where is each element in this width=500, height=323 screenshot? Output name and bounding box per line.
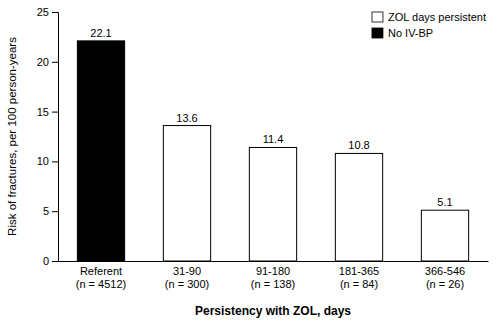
legend-swatch (372, 28, 383, 38)
x-tick: 91-180(n = 138) (251, 265, 295, 290)
legend-item: No IV-BP (372, 27, 433, 39)
x-tick: 181-365(n = 84) (339, 265, 379, 290)
x-tick: 366-546(n = 26) (425, 265, 465, 290)
y-tick: 25 (37, 6, 58, 18)
y-tick-mark (52, 62, 58, 63)
x-tick-label: 31-90(n = 300) (165, 265, 209, 290)
y-tick: 15 (37, 106, 58, 118)
x-tick-label-line: (n = 26) (426, 278, 464, 290)
y-tick-mark (52, 211, 58, 212)
x-tick: Referent(n = 4512) (76, 265, 126, 290)
x-tick-label-line: (n = 138) (251, 278, 295, 290)
data-labels: 13.6 11.4 10.8 5.1 22.1 (90, 27, 452, 208)
data-label: 11.4 (263, 133, 284, 145)
bar (421, 210, 468, 261)
x-tick-label-line: (n = 84) (340, 278, 378, 290)
y-tick-label: 20 (37, 56, 49, 68)
legend-item: ZOL days persistent (372, 11, 486, 23)
x-tick-label-line: Referent (80, 265, 122, 277)
legend: ZOL days persistent No IV-BP (372, 11, 486, 39)
x-tick-label: 366-546(n = 26) (425, 265, 465, 290)
y-tick: 20 (37, 56, 58, 68)
x-tick: 31-90(n = 300) (165, 265, 209, 290)
x-tick-label-line: (n = 4512) (76, 278, 126, 290)
y-axis-line (52, 13, 59, 262)
y-tick: 0 (43, 255, 58, 267)
x-tick-label-line: 91-180 (256, 265, 290, 277)
legend-swatch (372, 12, 383, 22)
y-tick: 5 (43, 205, 58, 217)
x-tick-label-line: 366-546 (425, 265, 465, 277)
bar (77, 41, 124, 261)
x-tick-label: Referent(n = 4512) (76, 265, 126, 290)
data-label: 10.8 (348, 139, 369, 151)
y-tick-mark (52, 12, 58, 13)
y-tick-label: 0 (43, 255, 49, 267)
y-tick-label: 25 (37, 6, 49, 18)
legend-label: ZOL days persistent (388, 11, 486, 23)
bar (249, 147, 296, 261)
data-label: 13.6 (176, 112, 197, 124)
y-tick-mark (52, 112, 58, 113)
x-axis-title: Persistency with ZOL, days (195, 304, 351, 318)
y-axis: 0 5 10 15 20 25 (37, 6, 59, 267)
bar (163, 126, 210, 261)
x-axis-line (59, 261, 489, 262)
x-axis: Referent(n = 4512)31-90(n = 300)91-180(n… (59, 262, 489, 291)
x-tick-label-line: (n = 300) (165, 278, 209, 290)
x-tick-label: 91-180(n = 138) (251, 265, 295, 290)
y-tick-mark (52, 161, 58, 162)
bars (77, 41, 468, 261)
chart-container: 13.611.410.85.122.10510152025Referent(n … (0, 0, 500, 323)
x-tick-label-line: 31-90 (173, 265, 201, 277)
chart-svg: 13.611.410.85.122.10510152025Referent(n … (0, 0, 500, 323)
y-axis-title: Risk of fractures, per 100 person-years (6, 37, 18, 236)
y-tick-label: 10 (37, 155, 49, 167)
y-tick-label: 15 (37, 106, 49, 118)
bar (335, 153, 382, 261)
y-tick-label: 5 (43, 205, 49, 217)
x-tick-label-line: 181-365 (339, 265, 379, 277)
data-label: 22.1 (90, 27, 111, 39)
y-tick: 10 (37, 155, 58, 167)
data-label: 5.1 (437, 196, 452, 208)
legend-label: No IV-BP (388, 27, 433, 39)
x-tick-label: 181-365(n = 84) (339, 265, 379, 290)
y-tick-mark (52, 261, 58, 262)
